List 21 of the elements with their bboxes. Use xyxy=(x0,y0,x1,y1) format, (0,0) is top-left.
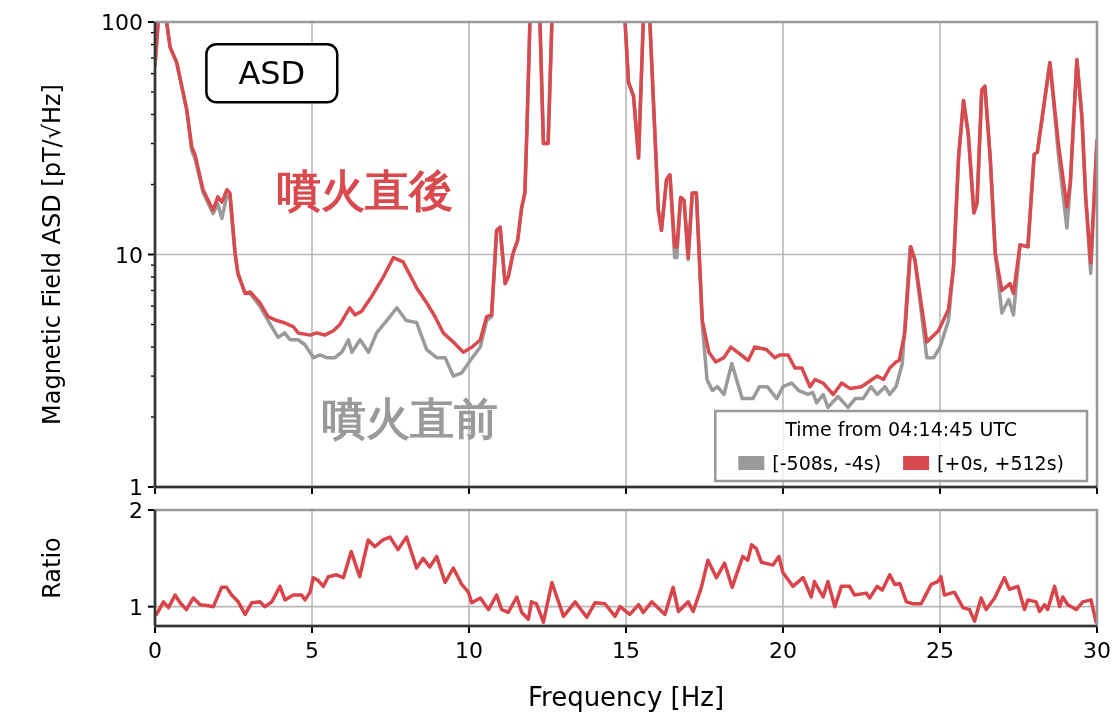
legend-title: Time from 04:14:45 UTC xyxy=(784,418,1018,440)
y-tick-label: 2 xyxy=(129,498,143,523)
y-axis-title: Ratio xyxy=(38,537,66,599)
x-tick-label: 30 xyxy=(1083,638,1111,663)
legend-label: [+0s, +512s) xyxy=(937,452,1064,474)
annotation: 噴火直前 xyxy=(322,393,499,445)
y-tick-label: 1 xyxy=(129,475,143,500)
x-tick-label: 10 xyxy=(455,638,483,663)
annotation: ASD xyxy=(238,54,306,93)
legend-label: [-508s, -4s) xyxy=(772,452,882,474)
y-axis-title: Magnetic Field ASD [pT/√Hz] xyxy=(38,84,66,425)
x-tick-label: 25 xyxy=(926,638,954,663)
x-tick-label: 0 xyxy=(148,638,162,663)
annotation: 噴火直後 xyxy=(277,164,454,216)
y-tick-label: 100 xyxy=(101,10,143,35)
x-tick-label: 20 xyxy=(769,638,797,663)
x-axis-title: Frequency [Hz] xyxy=(527,682,725,712)
x-tick-label: 5 xyxy=(305,638,319,663)
x-tick-label: 15 xyxy=(612,638,640,663)
y-tick-label: 10 xyxy=(115,242,143,268)
y-tick-label: 1 xyxy=(129,594,143,620)
